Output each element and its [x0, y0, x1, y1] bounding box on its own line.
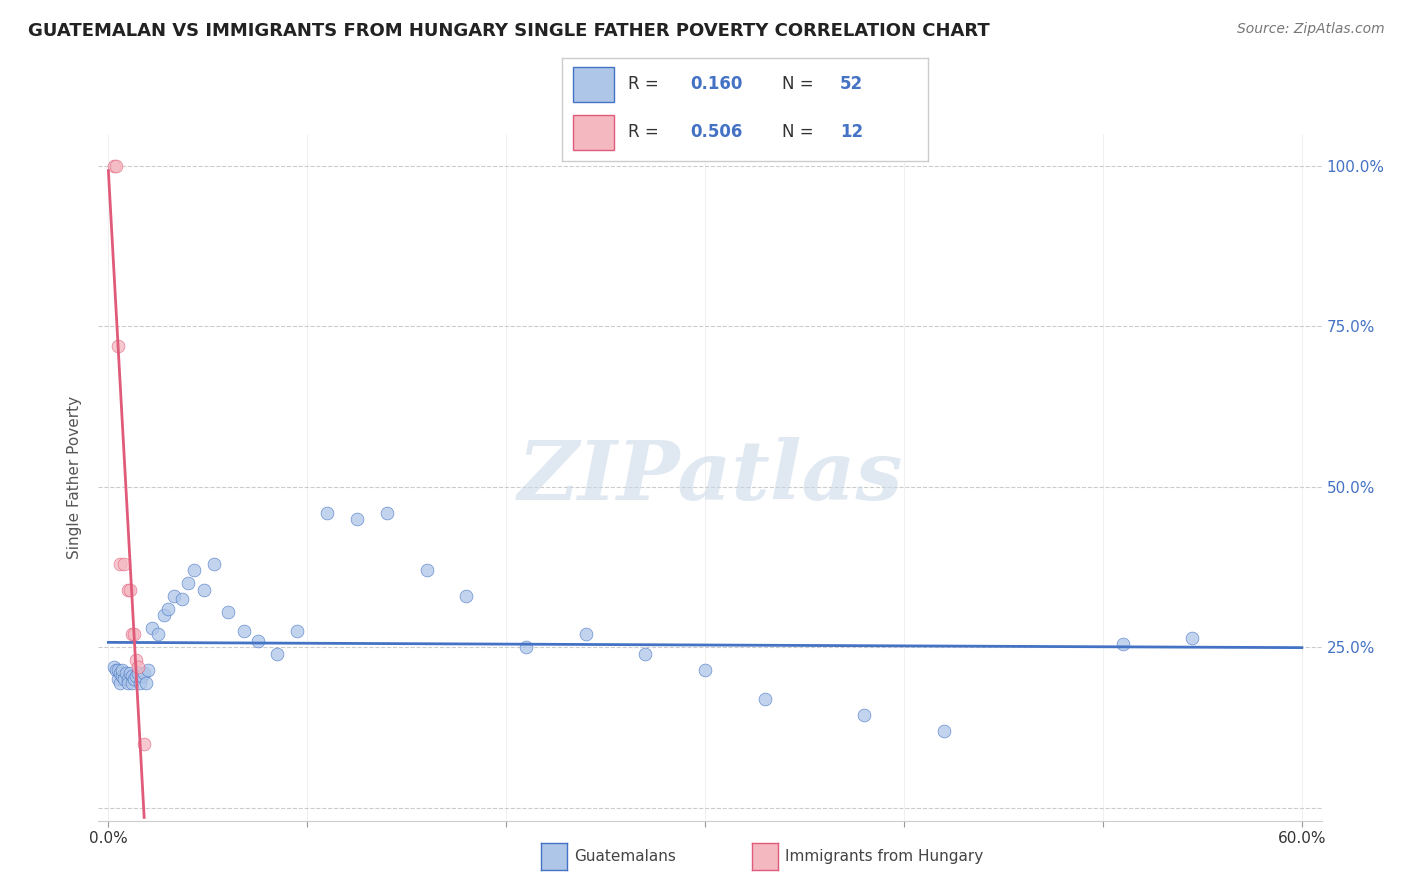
Point	[134, 665, 156, 680]
Point	[105, 159, 128, 173]
Point	[346, 512, 368, 526]
Text: 52: 52	[841, 75, 863, 93]
Point	[121, 627, 143, 641]
Text: R =: R =	[628, 75, 664, 93]
Point	[120, 665, 142, 680]
Point	[157, 602, 180, 616]
Point	[693, 663, 716, 677]
Point	[127, 659, 149, 673]
Point	[1112, 637, 1135, 651]
Point	[163, 589, 186, 603]
Point	[1181, 631, 1204, 645]
Point	[285, 624, 308, 639]
Text: GUATEMALAN VS IMMIGRANTS FROM HUNGARY SINGLE FATHER POVERTY CORRELATION CHART: GUATEMALAN VS IMMIGRANTS FROM HUNGARY SI…	[28, 22, 990, 40]
Point	[266, 647, 288, 661]
Point	[136, 663, 159, 677]
Point	[121, 675, 143, 690]
Point	[129, 675, 152, 690]
Point	[103, 159, 125, 173]
Point	[110, 557, 132, 571]
Point	[853, 707, 876, 722]
Point	[193, 582, 215, 597]
Point	[125, 669, 148, 683]
Point	[146, 627, 169, 641]
Point	[122, 673, 145, 687]
Point	[127, 665, 149, 680]
Point	[107, 663, 129, 677]
Point	[103, 659, 125, 673]
Point	[121, 669, 143, 683]
Point	[575, 627, 598, 641]
Point	[125, 653, 148, 667]
FancyBboxPatch shape	[574, 67, 613, 102]
Point	[110, 665, 132, 680]
Text: 12: 12	[841, 123, 863, 141]
Y-axis label: Single Father Poverty: Single Father Poverty	[67, 396, 83, 558]
Point	[105, 663, 128, 677]
FancyBboxPatch shape	[574, 115, 613, 150]
Point	[134, 737, 156, 751]
Point	[111, 669, 134, 683]
Text: Source: ZipAtlas.com: Source: ZipAtlas.com	[1237, 22, 1385, 37]
Point	[131, 669, 153, 683]
Point	[217, 605, 239, 619]
Point	[115, 665, 138, 680]
Text: ZIPatlas: ZIPatlas	[517, 437, 903, 517]
Point	[375, 506, 398, 520]
Point	[111, 663, 134, 677]
Point	[515, 640, 537, 655]
Point	[177, 576, 200, 591]
Point	[246, 634, 269, 648]
Point	[135, 675, 157, 690]
Point	[932, 723, 955, 738]
Point	[170, 592, 193, 607]
Point	[415, 563, 437, 577]
Text: Immigrants from Hungary: Immigrants from Hungary	[785, 849, 983, 863]
Point	[120, 582, 142, 597]
Point	[112, 557, 135, 571]
Text: 0.506: 0.506	[690, 123, 742, 141]
Text: N =: N =	[782, 75, 818, 93]
Point	[117, 675, 139, 690]
Point	[316, 506, 339, 520]
Point	[634, 647, 657, 661]
Point	[122, 627, 145, 641]
Point	[754, 691, 776, 706]
Text: N =: N =	[782, 123, 818, 141]
Point	[232, 624, 254, 639]
Point	[107, 673, 129, 687]
Point	[107, 338, 129, 352]
Point	[183, 563, 205, 577]
Point	[110, 675, 132, 690]
Point	[117, 582, 139, 597]
Text: 0.160: 0.160	[690, 75, 742, 93]
Point	[456, 589, 478, 603]
Point	[141, 621, 163, 635]
Point	[202, 557, 225, 571]
Text: R =: R =	[628, 123, 664, 141]
Point	[117, 673, 139, 687]
Text: Guatemalans: Guatemalans	[574, 849, 675, 863]
Point	[153, 608, 176, 623]
Point	[112, 673, 135, 687]
